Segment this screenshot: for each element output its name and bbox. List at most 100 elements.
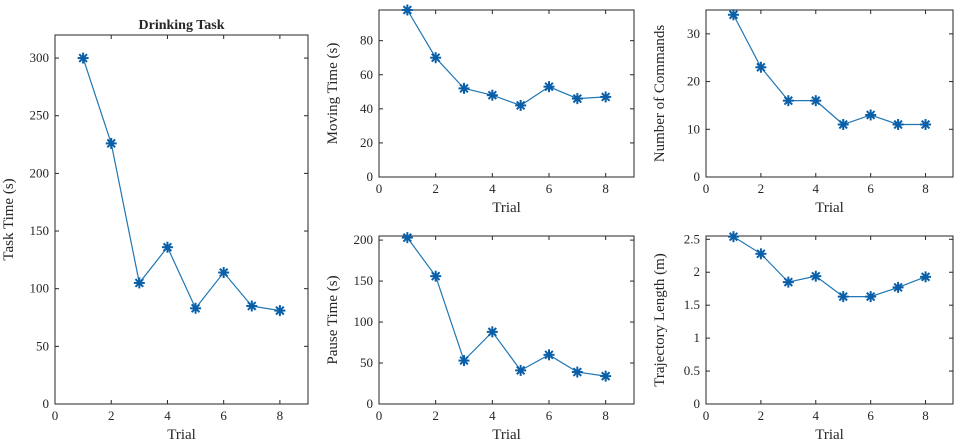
- moving-time-series-line: [406, 9, 606, 107]
- y-tick-label: 250: [30, 108, 50, 123]
- y-tick-label: 200: [354, 232, 374, 247]
- data-point-marker: [401, 232, 413, 244]
- y-tick-label: 0: [694, 169, 701, 184]
- data-point-marker: [401, 4, 413, 16]
- y-tick-label: 10: [687, 121, 700, 136]
- y-tick-label: 50: [360, 355, 373, 370]
- x-tick-label: 8: [922, 181, 929, 196]
- task-time-axes-frame: [54, 34, 309, 405]
- number-of-commands-plot: 0 2 4 6 8 0 10 20 30 Trial Number of Commands: [652, 9, 954, 216]
- y-tick-label: 150: [30, 223, 50, 238]
- num-commands-series-line: [732, 14, 926, 126]
- x-tick-label: 8: [277, 408, 284, 423]
- data-point-marker: [727, 9, 739, 21]
- x-tick-label: 0: [376, 408, 383, 423]
- pause-time-series-line: [406, 237, 606, 377]
- y-tick-label: 60: [360, 67, 373, 82]
- y-tick-label: 0: [43, 396, 50, 411]
- data-point-marker: [486, 326, 498, 338]
- y-tick-label: 150: [354, 273, 374, 288]
- moving-time-axes-frame: [378, 9, 635, 178]
- data-point-marker: [755, 61, 767, 73]
- moving-time-y-axis-label: Moving Time (s): [325, 43, 341, 145]
- y-tick-label: 2.5: [684, 231, 700, 246]
- data-point-marker: [430, 52, 442, 64]
- trajectory-length-plot: 0 2 4 6 8 0 0.5 1 1.5 2 2.5 Trial Trajectory Length …: [652, 231, 954, 443]
- pause-time-axes-frame: [378, 235, 635, 405]
- x-tick-label: 4: [489, 181, 496, 196]
- pause-time-plot: 0 2 4 6 8 0 50 100 150 200 Trial Pause Time (s): [325, 232, 635, 443]
- x-tick-label: 6: [867, 408, 874, 423]
- data-point-marker: [458, 82, 470, 94]
- chart-title: Drinking Task: [139, 18, 225, 33]
- y-tick-label: 0.5: [684, 363, 700, 378]
- y-tick-label: 50: [36, 338, 49, 353]
- y-tick-label: 2: [694, 264, 701, 279]
- y-tick-label: 0: [694, 396, 701, 411]
- data-point-marker: [727, 231, 739, 243]
- y-tick-label: 20: [360, 135, 373, 150]
- data-point-marker: [837, 119, 849, 131]
- x-tick-label: 6: [546, 181, 553, 196]
- task-time-y-axis-label: Task Time (s): [1, 178, 17, 260]
- x-tick-label: 6: [867, 181, 874, 196]
- x-tick-label: 6: [220, 408, 227, 423]
- data-point-marker: [430, 270, 442, 282]
- data-point-marker: [920, 119, 932, 131]
- y-tick-label: 1: [694, 330, 701, 345]
- data-point-marker: [543, 81, 555, 93]
- x-tick-label: 0: [703, 408, 710, 423]
- trajectory-length-y-axis-label: Trajectory Length (m): [652, 253, 668, 387]
- data-point-marker: [486, 89, 498, 101]
- y-tick-label: 100: [30, 281, 50, 296]
- data-point-marker: [600, 370, 612, 382]
- x-tick-label: 4: [164, 408, 171, 423]
- data-point-marker: [810, 95, 822, 107]
- data-point-marker: [865, 291, 877, 303]
- data-point-marker: [892, 281, 904, 293]
- x-tick-label: 2: [432, 408, 439, 423]
- trajectory-length-series-line: [733, 236, 926, 298]
- task-time-plot: 0 2 4 6 8 0 50 100 150 200 250 300 Trial Task Time (s…: [1, 18, 309, 443]
- y-tick-label: 200: [30, 165, 50, 180]
- x-tick-label: 0: [703, 181, 710, 196]
- data-point-marker: [515, 364, 527, 376]
- data-point-marker: [218, 267, 230, 279]
- x-tick-label: 0: [376, 181, 383, 196]
- data-point-marker: [190, 302, 202, 314]
- data-point-marker: [246, 300, 258, 312]
- pause-time-y-axis-label: Pause Time (s): [325, 275, 341, 364]
- task-time-x-axis-label: Trial: [167, 427, 196, 443]
- data-point-marker: [515, 99, 527, 111]
- data-point-marker: [133, 277, 145, 289]
- x-tick-label: 4: [813, 181, 820, 196]
- x-tick-label: 2: [758, 181, 765, 196]
- y-tick-label: 0: [367, 169, 374, 184]
- y-tick-label: 20: [687, 74, 700, 89]
- data-point-marker: [571, 366, 583, 378]
- data-point-marker: [77, 52, 89, 64]
- data-point-marker: [161, 241, 173, 253]
- data-point-marker: [920, 271, 932, 283]
- y-tick-label: 100: [354, 314, 374, 329]
- num-commands-x-axis-label: Trial: [815, 200, 844, 216]
- y-tick-label: 1.5: [684, 297, 700, 312]
- y-tick-label: 0: [367, 396, 374, 411]
- num-commands-y-axis-label: Number of Commands: [652, 25, 668, 163]
- x-tick-label: 4: [489, 408, 496, 423]
- data-point-marker: [274, 305, 286, 317]
- task-time-series-line: [82, 57, 280, 312]
- num-commands-axes-frame: [705, 9, 954, 178]
- y-tick-label: 30: [687, 26, 700, 41]
- x-tick-label: 4: [813, 408, 820, 423]
- data-point-marker: [837, 291, 849, 303]
- pause-time-x-axis-label: Trial: [492, 427, 521, 443]
- y-tick-label: 40: [360, 101, 373, 116]
- data-point-marker: [782, 276, 794, 288]
- y-tick-label: 300: [30, 50, 50, 65]
- data-point-marker: [543, 349, 555, 361]
- x-tick-label: 0: [52, 408, 59, 423]
- data-point-marker: [782, 95, 794, 107]
